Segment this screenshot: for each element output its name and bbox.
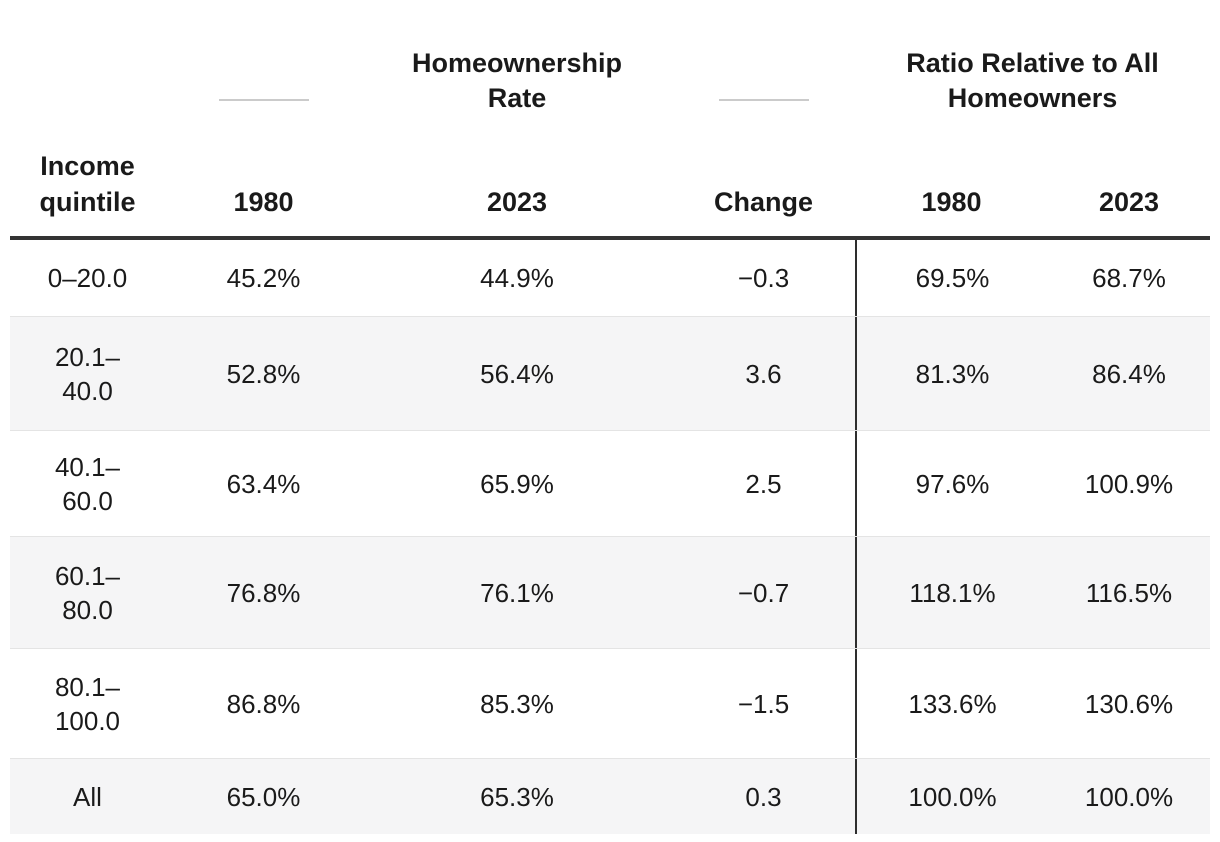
spanner-rule-right [718,99,809,101]
cell-rate-2023: 56.4% [480,358,554,389]
row-quintile-0-20: 0–20.0 45.2% 44.9% −0.3 69.5% 68.7% [10,240,1210,316]
cell-quintile: All [73,781,102,812]
homeownership-table: Homeownership Rate Ratio Relative to All… [10,0,1210,834]
cell-rate-2023: 76.1% [480,577,554,608]
column-header-row: Income quintile 1980 2023 Change 1980 20… [10,140,1210,240]
cell-change: −1.5 [737,688,790,719]
cell-change: 2.5 [745,468,782,499]
cell-rate-1980: 52.8% [226,358,301,389]
cell-quintile: 40.1–60.0 [54,451,121,516]
cell-rate-1980: 45.2% [226,263,301,293]
cell-rate-2023: 65.9% [480,468,554,499]
cell-change: 0.3 [745,781,782,812]
spanner-cell-rate-1980 [165,0,362,140]
spanner-rule-left [218,99,309,101]
cell-ratio-1980: 133.6% [855,649,1048,758]
col-header-ratio-2023: 2023 [1098,187,1160,217]
spanner-empty-stub [10,0,165,140]
col-header-rate-2023: 2023 [486,187,548,217]
spanner-ratio-label: Ratio Relative to All Homeowners [906,48,1159,113]
cell-rate-1980: 86.8% [226,688,301,719]
row-all: All 65.0% 65.3% 0.3 100.0% 100.0% [10,758,1210,834]
cell-ratio-1980: 100.0% [855,759,1048,834]
cell-rate-1980: 63.4% [226,468,301,499]
spanner-cell-change [672,0,855,140]
cell-ratio-1980: 69.5% [855,240,1048,316]
row-quintile-40-60: 40.1–60.0 63.4% 65.9% 2.5 97.6% 100.9% [10,430,1210,536]
spanner-cell-ratio: Ratio Relative to All Homeowners [855,0,1210,140]
cell-ratio-2023: 130.6% [1084,688,1174,719]
row-quintile-80-100: 80.1–100.0 86.8% 85.3% −1.5 133.6% 130.6… [10,648,1210,758]
cell-rate-2023: 44.9% [480,263,554,293]
spanner-cell-homeownership: Homeownership Rate [362,0,672,140]
spanner-row: Homeownership Rate Ratio Relative to All… [10,0,1210,140]
cell-ratio-1980: 118.1% [855,537,1048,648]
cell-quintile: 80.1–100.0 [54,671,121,736]
cell-ratio-1980: 81.3% [855,317,1048,430]
row-quintile-20-40: 20.1–40.0 52.8% 56.4% 3.6 81.3% 86.4% [10,316,1210,430]
cell-ratio-2023: 116.5% [1085,577,1173,608]
col-header-rate-1980: 1980 [233,187,294,217]
cell-ratio-2023: 68.7% [1092,263,1166,293]
cell-rate-1980: 65.0% [226,781,301,812]
cell-quintile: 0–20.0 [47,263,128,293]
cell-ratio-1980: 97.6% [855,431,1048,536]
cell-rate-2023: 85.3% [480,688,554,719]
col-header-ratio-1980: 1980 [921,187,982,217]
cell-change: 3.6 [745,358,782,389]
cell-ratio-2023: 86.4% [1092,358,1166,389]
cell-change: −0.7 [737,577,790,608]
stub-header-income-quintile: Income quintile [39,151,136,217]
col-header-change: Change [713,187,813,217]
spanner-homeownership-label: Homeownership Rate [411,48,623,113]
cell-ratio-2023: 100.0% [1084,781,1174,812]
cell-change: −0.3 [737,263,790,293]
cell-rate-1980: 76.8% [226,577,301,608]
row-quintile-60-80: 60.1–80.0 76.8% 76.1% −0.7 118.1% 116.5% [10,536,1210,648]
cell-quintile: 20.1–40.0 [54,341,121,406]
cell-rate-2023: 65.3% [480,781,554,812]
cell-quintile: 60.1–80.0 [54,560,121,625]
cell-ratio-2023: 100.9% [1084,468,1174,499]
